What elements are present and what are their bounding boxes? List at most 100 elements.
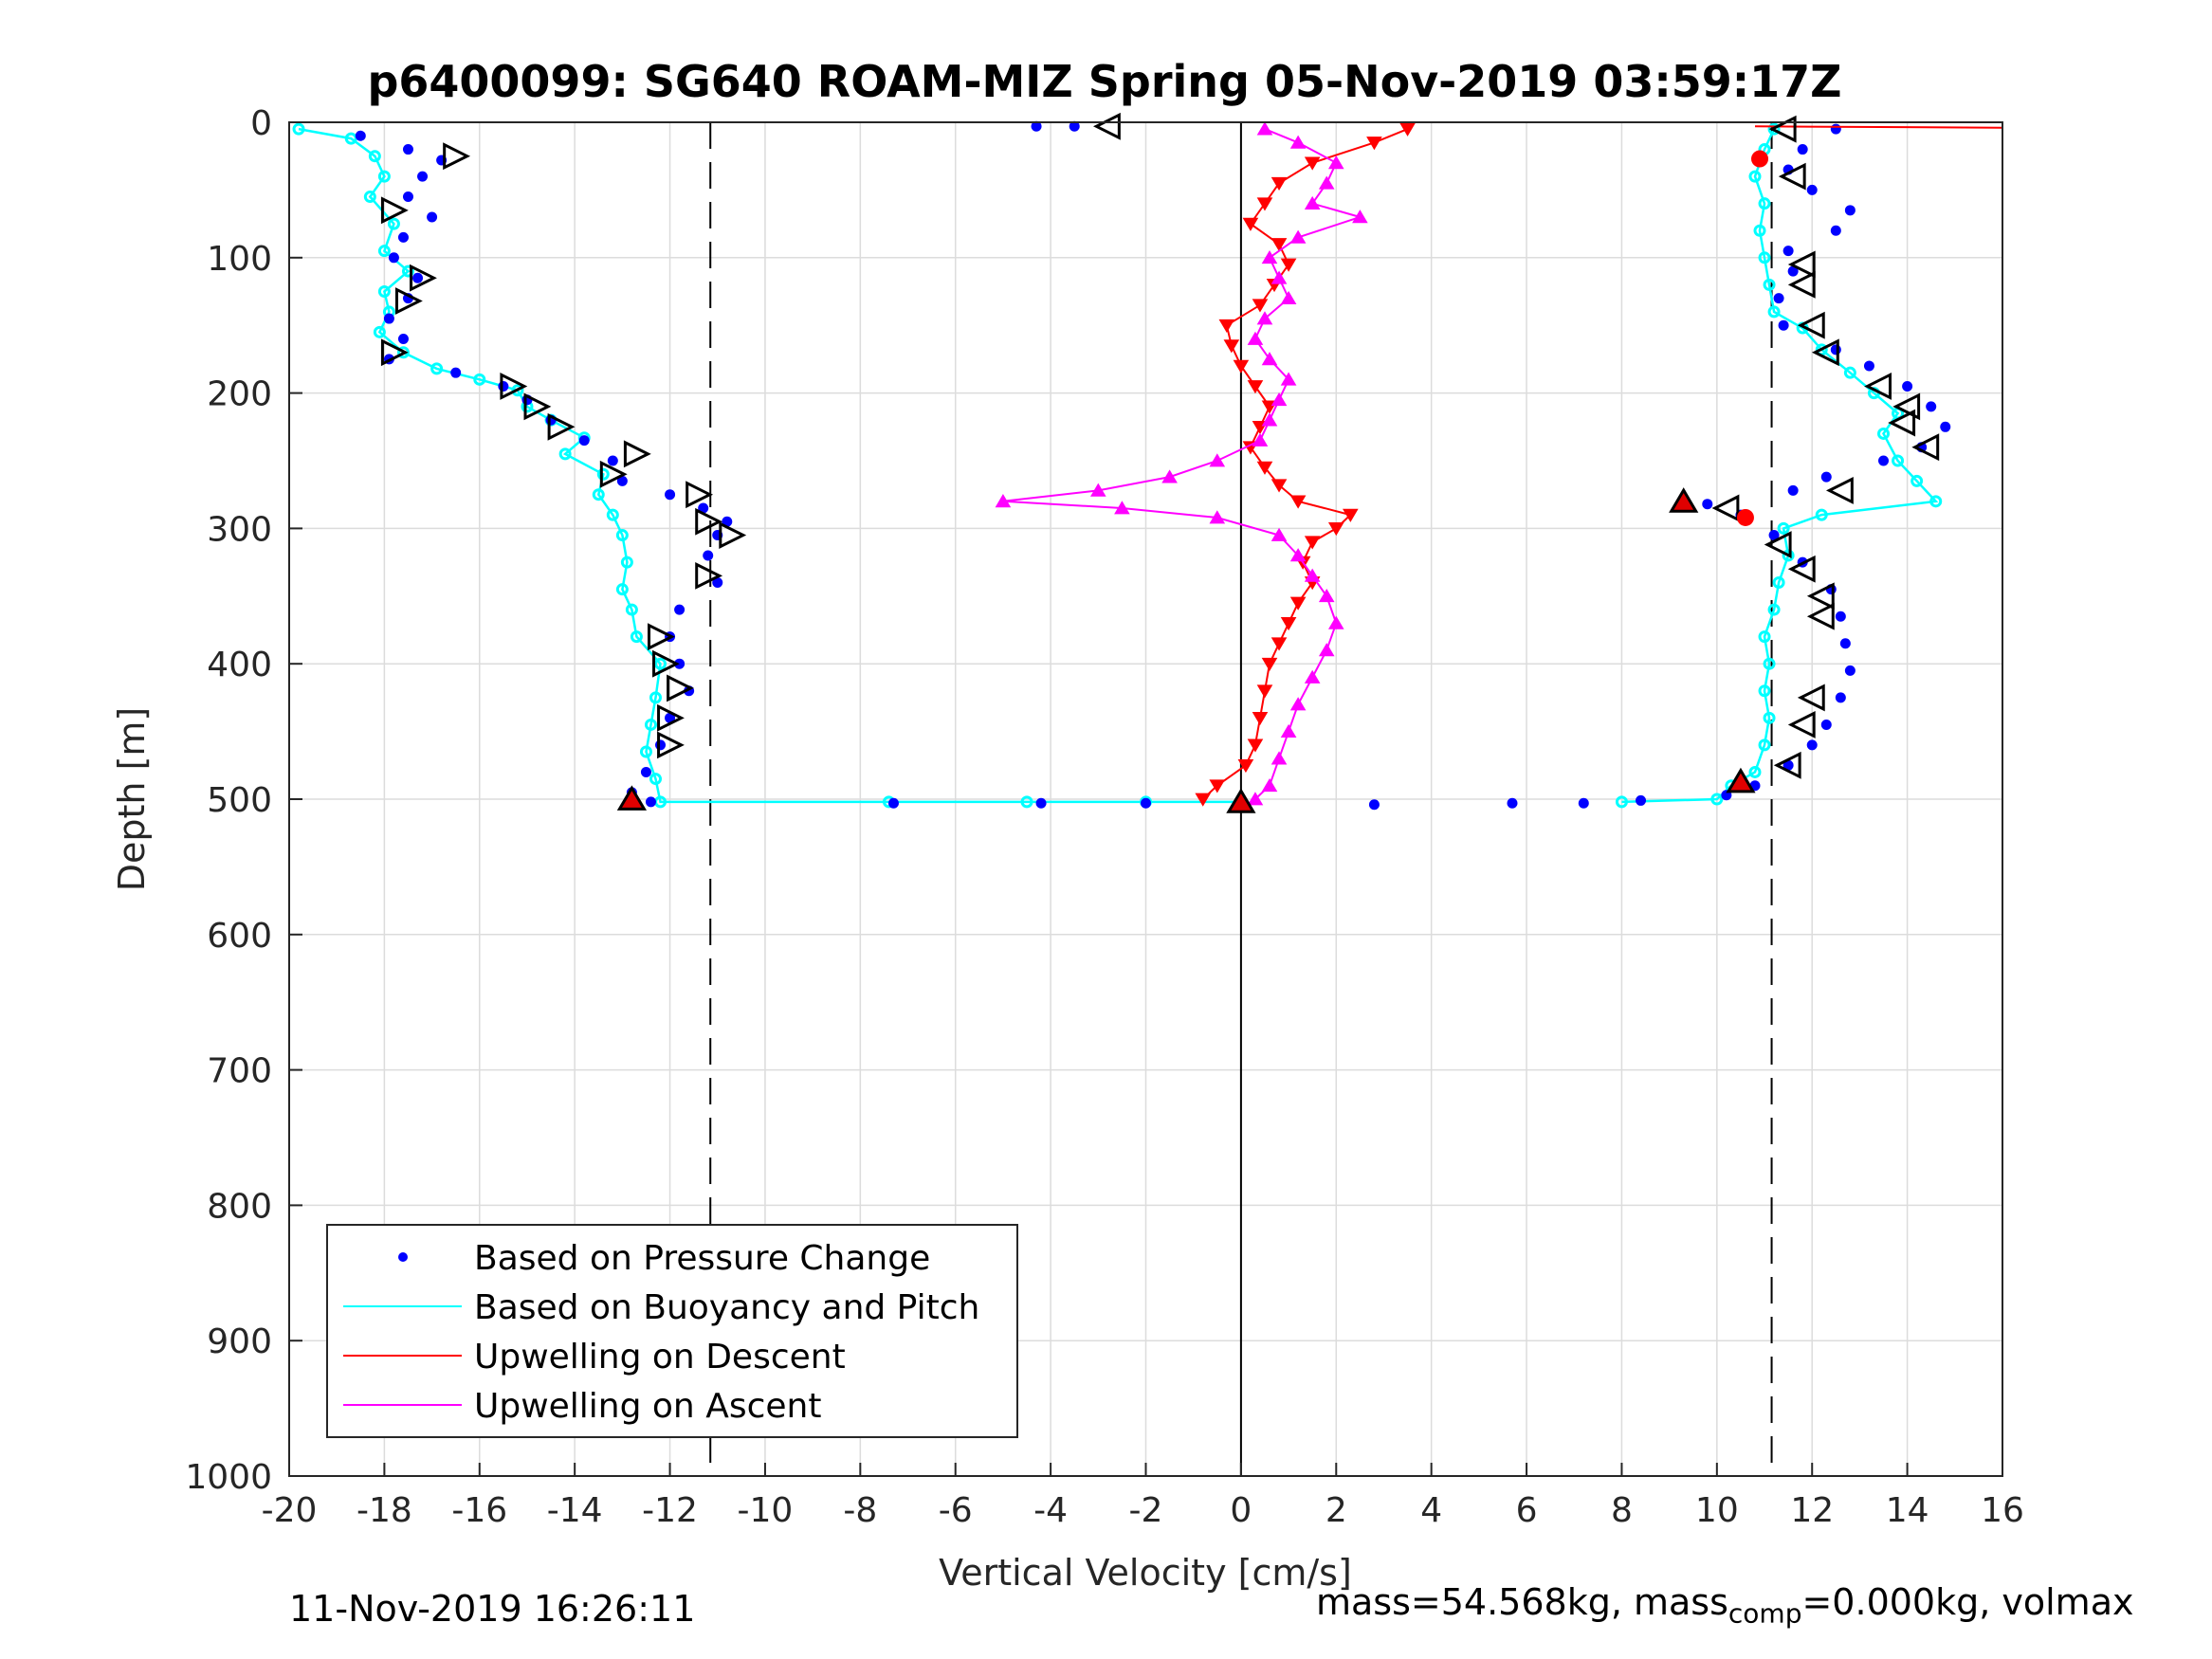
x-tick-label: -16 [451,1491,507,1530]
apogee-marker-triangle [1226,788,1256,813]
upwelling-ascent-point [1271,527,1288,541]
x-tick-label: 16 [1981,1491,2024,1530]
pressure-change-point [402,144,413,155]
buoyancy-pitch-point [373,325,386,338]
pressure-change-point [412,272,424,283]
ascent-marker-triangle [1811,338,1839,367]
buoyancy-pitch-point [558,447,572,461]
buoyancy-pitch-point [649,691,662,704]
apogee-marker-triangle [1669,487,1699,513]
buoyancy-pitch-point [1763,711,1776,724]
upwelling-descent-point [1195,793,1212,807]
upwelling-descent-point [1289,596,1307,611]
pressure-change-point [1863,360,1874,372]
x-tick-label: 4 [1420,1491,1442,1530]
y-tick-label: 800 [207,1187,272,1226]
apogee-marker-triangle [616,785,648,811]
ascent-marker-triangle [1773,751,1801,779]
upwelling-ascent-point [1289,697,1307,711]
upwelling-descent-point [1252,299,1269,313]
upwelling-descent-point [1343,508,1359,522]
buoyancy-pitch-point [1767,603,1781,616]
pressure-change-point [1031,120,1042,132]
buoyancy-pitch-point [1748,765,1762,778]
pressure-change-point [887,797,899,809]
buoyancy-pitch-point [1763,657,1776,670]
upwelling-ascent-point [1209,453,1226,467]
upwelling-ascent-point [1318,643,1335,657]
buoyancy-pitch-point [1843,366,1856,379]
descent-marker-triangle [547,412,576,441]
upwelling-ascent-point [1271,751,1288,765]
y-tick-label: 600 [207,917,272,956]
buoyancy-pitch-point [1929,495,1943,508]
upwelling-ascent-point [1247,331,1264,345]
descent-marker-triangle [443,142,471,171]
descent-marker-triangle [380,338,409,367]
upwelling-descent-point [1304,156,1321,171]
buoyancy-pitch-point [430,362,444,375]
pressure-change-point [1940,421,1951,432]
x-tick-label: 14 [1886,1491,1929,1530]
y-axis-ticks: 0 100 200 300 400 500 600 700 800 900 1000 [185,104,302,1497]
upwelling-ascent-point [1327,615,1344,629]
pressure-change-point [578,435,590,447]
x-tick-label: -10 [738,1491,794,1530]
descent-marker-triangle [648,623,675,651]
buoyancy-pitch-point [1758,251,1771,264]
pressure-change-point [1141,797,1151,809]
upwelling-ascent-point [1280,290,1297,304]
ascent-marker-triangle [1864,373,1892,400]
y-tick-label: 500 [207,781,272,820]
y-tick-label: 700 [207,1052,272,1091]
y-tick-label: 1000 [185,1458,272,1497]
upwelling-descent-point [1271,479,1288,493]
legend-box [326,1224,1018,1438]
y-tick-label: 300 [207,510,272,549]
buoyancy-pitch-point [1877,427,1891,440]
y-tick-label: 100 [207,240,272,279]
buoyancy-pitch-point [1615,795,1628,809]
upwelling-descent-point [1280,258,1297,272]
upwelling-ascent-point [1280,372,1297,386]
buoyancy-pitch-point [1753,224,1766,237]
upwelling-ascent-point [1271,270,1288,284]
pressure-change-point [1830,225,1841,236]
upwelling-descent-point [1366,137,1382,151]
ascent-marker-triangle [1797,311,1825,339]
upwelling-descent-point [1218,319,1235,333]
pressure-change-point [703,550,714,561]
buoyancy-pitch-point [1020,795,1033,809]
upwelling-ascent-point [1289,135,1307,149]
x-tick-label: -6 [939,1491,973,1530]
descent-marker-triangle [686,481,714,509]
ascent-marker-triangle [1797,684,1825,712]
buoyancy-pitch-point [473,373,486,386]
ascent-marker-triangle [1711,494,1740,522]
upwelling-ascent-point [1280,723,1297,738]
red-dot-marker [1736,508,1754,526]
x-tick-label: 6 [1516,1491,1538,1530]
pressure-change-point [1926,401,1937,412]
ascent-marker-triangle [1768,115,1797,143]
pressure-change-point [1844,665,1856,676]
buoyancy-pitch-point [654,657,667,670]
pressure-change-point [1782,246,1794,257]
pressure-change-point [383,313,394,324]
x-tick-label: -20 [262,1491,318,1530]
pressure-change-point [1835,692,1846,703]
pressure-change-point [665,489,676,501]
buoyancy-pitch-point [592,488,605,501]
pressure-change-point [397,333,409,344]
upwelling-descent-point [1237,758,1254,774]
descent-marker-triangle [719,521,747,549]
legend: Based on Pressure Change Based on Buoyanc… [326,1224,1018,1438]
pressure-change-point [1507,797,1518,809]
pressure-change-point [1768,530,1780,541]
buoyancy-pitch-point [644,718,657,731]
upwelling-descent-point [1242,217,1259,231]
pressure-change-point [1830,123,1841,135]
pressure-change-point [712,577,723,589]
upwelling-ascent-point [1304,568,1321,582]
upwelling-ascent-point [1261,412,1278,427]
